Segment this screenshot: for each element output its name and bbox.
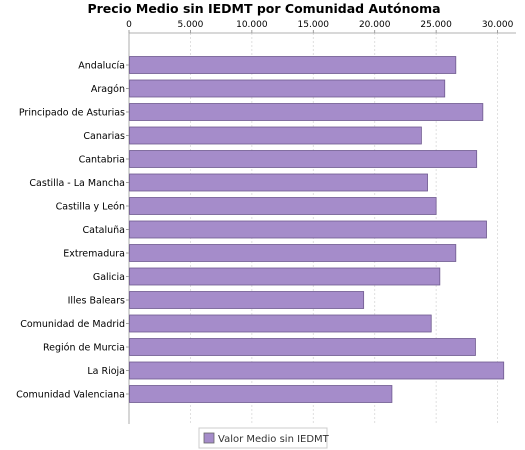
x-tick-label: 25.000 [420, 20, 452, 30]
bar [129, 150, 478, 168]
x-tick-label: 10.000 [236, 20, 268, 30]
chart-title: Precio Medio sin IEDMT por Comunidad Aut… [87, 1, 440, 16]
category-label: Castilla - La Mancha [29, 178, 125, 189]
category-label: Región de Murcia [43, 343, 125, 354]
legend-label: Valor Medio sin IEDMT [218, 434, 330, 445]
category-label: Castilla y León [56, 202, 125, 213]
bar [129, 361, 505, 380]
bar [129, 385, 393, 403]
x-tick-label: 20.000 [359, 20, 391, 30]
x-tick-label: 0 [126, 20, 132, 30]
bar [129, 197, 437, 215]
category-label: Cantabria [79, 155, 125, 166]
bar [129, 244, 457, 262]
bar [129, 103, 484, 121]
category-label: Comunidad Valenciana [16, 390, 125, 401]
category-label: Cataluña [82, 225, 125, 236]
category-label: La Rioja [87, 366, 125, 377]
category-label: Galicia [93, 272, 125, 283]
bar [129, 338, 476, 356]
bars [129, 56, 505, 403]
bar [129, 291, 365, 309]
grid-lines [190, 33, 498, 424]
bar [129, 220, 487, 239]
x-tick-label: 30.000 [482, 20, 514, 30]
category-label: Principado de Asturias [19, 108, 125, 119]
category-label: Comunidad de Madrid [20, 319, 125, 330]
legend: Valor Medio sin IEDMT [198, 427, 330, 449]
legend-box [198, 427, 328, 449]
x-tick-label: 15.000 [298, 20, 330, 30]
x-tick-labels: 0 5.000 10.000 15.000 20.000 25.000 30.000 [126, 20, 513, 30]
bar [129, 173, 428, 192]
bar [129, 126, 422, 145]
axes [126, 30, 516, 424]
x-tick-label: 5.000 [178, 20, 204, 30]
bar [129, 267, 441, 286]
bar [129, 314, 432, 333]
category-label: Canarias [83, 131, 125, 142]
bar [129, 56, 457, 74]
category-label: Aragón [91, 84, 125, 95]
category-label: Extremadura [63, 249, 125, 260]
category-labels: Andalucía Aragón Principado de Asturias Can… [16, 61, 125, 401]
category-label: Andalucía [78, 61, 125, 72]
bar [129, 79, 446, 98]
legend-swatch [203, 432, 215, 444]
category-label: Illes Balears [68, 296, 125, 307]
